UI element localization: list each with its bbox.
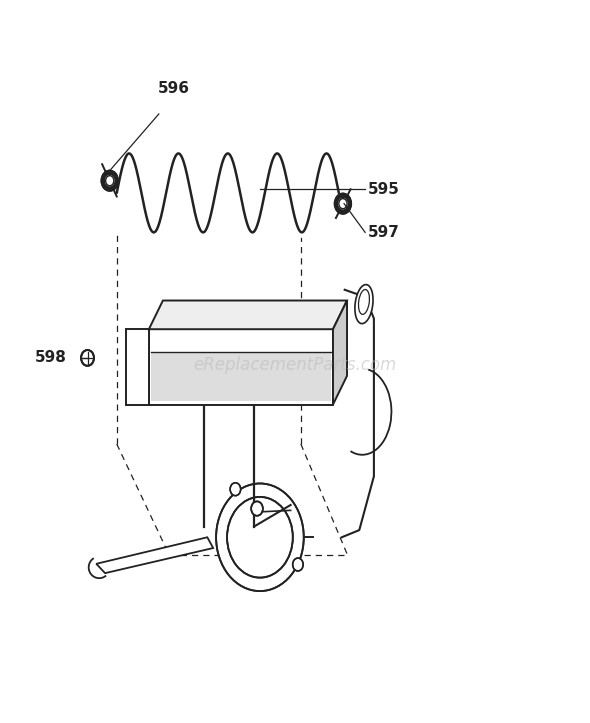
Ellipse shape: [359, 289, 369, 315]
Polygon shape: [149, 301, 347, 329]
Circle shape: [339, 199, 347, 209]
Text: eReplacementParts.com: eReplacementParts.com: [194, 356, 396, 374]
Bar: [126, 329, 149, 405]
Circle shape: [251, 502, 263, 515]
Text: 598: 598: [35, 351, 67, 365]
Polygon shape: [96, 537, 213, 573]
Bar: [150, 352, 331, 401]
Circle shape: [81, 350, 94, 366]
Text: 596: 596: [158, 81, 189, 96]
Circle shape: [227, 497, 293, 578]
FancyBboxPatch shape: [149, 329, 333, 405]
Text: 597: 597: [368, 225, 400, 240]
Text: 595: 595: [368, 181, 400, 197]
Circle shape: [230, 483, 241, 496]
Polygon shape: [333, 301, 347, 405]
Circle shape: [335, 194, 351, 214]
Circle shape: [293, 558, 303, 571]
Circle shape: [216, 484, 304, 591]
Circle shape: [106, 176, 114, 186]
Ellipse shape: [355, 285, 373, 324]
Circle shape: [101, 171, 118, 191]
